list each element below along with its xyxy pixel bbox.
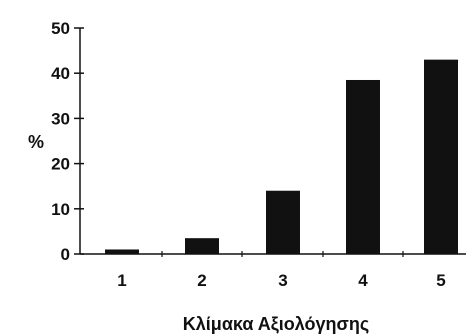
x-tick-label: 4	[358, 271, 368, 290]
y-tick-label: 50	[51, 19, 70, 38]
y-tick-label: 10	[51, 200, 70, 219]
bar-5	[424, 59, 458, 254]
bar-4	[346, 79, 380, 254]
x-axis-ticks: 1 2 3 4 5	[117, 251, 446, 290]
y-tick-label: 40	[51, 64, 70, 83]
bars	[105, 59, 458, 254]
x-tick-label: 2	[197, 271, 206, 290]
y-tick-label: 0	[61, 245, 70, 264]
bar-1	[105, 249, 139, 254]
x-tick-label: 5	[436, 271, 445, 290]
x-tick-label: 1	[117, 271, 126, 290]
bar-3	[266, 190, 300, 254]
y-axis-title: %	[28, 132, 44, 152]
x-tick-label: 3	[278, 271, 287, 290]
y-tick-label: 30	[51, 109, 70, 128]
y-tick-label: 20	[51, 155, 70, 174]
bar-2	[185, 238, 219, 254]
y-axis-ticks: 0 10 20 30 40 50	[51, 19, 84, 264]
x-axis-title: Κλίμακα Αξιολόγησης	[183, 314, 369, 335]
